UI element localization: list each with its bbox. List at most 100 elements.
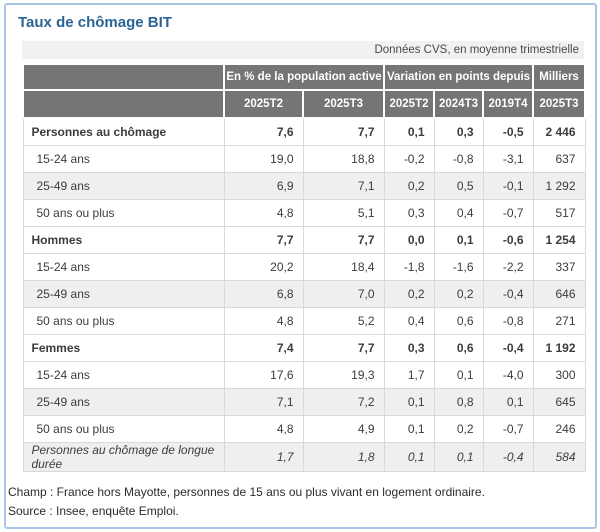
cell-pct-2025t2: 6,8 [223, 280, 304, 308]
cell-var-2024t3: 0,2 [433, 415, 484, 443]
cell-var-2024t3: 0,6 [433, 307, 484, 335]
cell-var-2024t3: 0,2 [433, 280, 484, 308]
cell-pct-2025t3: 18,4 [302, 253, 385, 281]
cell-milliers-2025t3: 300 [532, 361, 586, 389]
cell-var-2019t4: -0,4 [482, 280, 534, 308]
row-label: Personnes au chômage [22, 117, 225, 146]
cell-pct-2025t3: 4,9 [302, 415, 385, 443]
page-title: Taux de chômage BIT [18, 14, 172, 31]
cell-var-2024t3: 0,4 [433, 199, 484, 227]
cell-pct-2025t2: 1,7 [223, 442, 304, 472]
table-row: Personnes au chômage de longue durée 1,7… [22, 442, 586, 472]
cell-milliers-2025t3: 584 [532, 442, 586, 472]
cell-var-2024t3: -0,8 [433, 145, 484, 173]
cell-var-2024t3: 0,3 [433, 117, 484, 146]
cell-var-2019t4: -3,1 [482, 145, 534, 173]
row-label: 25-49 ans [22, 388, 225, 416]
cell-milliers-2025t3: 1 254 [532, 226, 586, 254]
table-row: 25-49 ans 6,8 7,0 0,2 0,2 -0,4 646 [22, 280, 586, 308]
cell-var-2025t2: 0,1 [383, 388, 435, 416]
cell-pct-2025t2: 7,4 [223, 334, 304, 362]
cell-var-2019t4: -0,6 [482, 226, 534, 254]
cell-pct-2025t2: 4,8 [223, 415, 304, 443]
table-row: Femmes 7,4 7,7 0,3 0,6 -0,4 1 192 [22, 334, 586, 362]
col-2025t2-b: 2025T2 [383, 89, 435, 119]
cell-pct-2025t2: 17,6 [223, 361, 304, 389]
row-label: Hommes [22, 226, 225, 254]
cell-pct-2025t3: 7,2 [302, 388, 385, 416]
row-label: 25-49 ans [22, 280, 225, 308]
table-header: En % de la population active Variation e… [22, 63, 587, 119]
caption-text: Données CVS, en moyenne trimestrielle [374, 44, 579, 56]
unemployment-table: En % de la population active Variation e… [22, 63, 587, 472]
cell-pct-2025t3: 5,2 [302, 307, 385, 335]
cell-pct-2025t2: 6,9 [223, 172, 304, 200]
col-2025t3-b: 2025T3 [532, 89, 587, 119]
cell-pct-2025t3: 7,1 [302, 172, 385, 200]
cell-var-2019t4: -0,1 [482, 172, 534, 200]
cell-var-2024t3: 0,1 [433, 442, 484, 472]
cell-var-2019t4: -0,7 [482, 415, 534, 443]
cell-var-2025t2: 0,2 [383, 172, 435, 200]
row-label: 15-24 ans [22, 361, 225, 389]
row-label: 15-24 ans [22, 253, 225, 281]
cell-var-2019t4: -0,4 [482, 334, 534, 362]
header-group-empty [22, 63, 225, 91]
cell-var-2025t2: 0,3 [383, 334, 435, 362]
note-champ: Champ : France hors Mayotte, personnes d… [8, 485, 485, 499]
cell-var-2025t2: 0,0 [383, 226, 435, 254]
row-label: 50 ans ou plus [22, 307, 225, 335]
cell-var-2025t2: 0,4 [383, 307, 435, 335]
cell-var-2025t2: 0,2 [383, 280, 435, 308]
table-row: 15-24 ans 17,6 19,3 1,7 0,1 -4,0 300 [22, 361, 586, 389]
table-row: 25-49 ans 6,9 7,1 0,2 0,5 -0,1 1 292 [22, 172, 586, 200]
cell-pct-2025t3: 7,0 [302, 280, 385, 308]
cell-pct-2025t3: 7,7 [302, 226, 385, 254]
cell-milliers-2025t3: 1 192 [532, 334, 586, 362]
table-row: 15-24 ans 20,2 18,4 -1,8 -1,6 -2,2 337 [22, 253, 586, 281]
cell-milliers-2025t3: 246 [532, 415, 586, 443]
header-group-milliers: Milliers [532, 63, 587, 91]
cell-var-2025t2: -0,2 [383, 145, 435, 173]
header-columns-row: 2025T2 2025T3 2025T2 2024T3 2019T4 2025T… [22, 89, 587, 119]
cell-pct-2025t2: 7,7 [223, 226, 304, 254]
cell-milliers-2025t3: 337 [532, 253, 586, 281]
cell-var-2019t4: 0,1 [482, 388, 534, 416]
cell-pct-2025t2: 7,1 [223, 388, 304, 416]
table-row: 50 ans ou plus 4,8 5,2 0,4 0,6 -0,8 271 [22, 307, 586, 335]
cell-milliers-2025t3: 637 [532, 145, 586, 173]
cell-var-2025t2: 1,7 [383, 361, 435, 389]
table-row: Personnes au chômage 7,6 7,7 0,1 0,3 -0,… [22, 117, 586, 146]
cell-var-2025t2: 0,1 [383, 117, 435, 146]
cell-var-2019t4: -2,2 [482, 253, 534, 281]
table-row: 50 ans ou plus 4,8 4,9 0,1 0,2 -0,7 246 [22, 415, 586, 443]
row-label: 50 ans ou plus [22, 199, 225, 227]
header-group-row: En % de la population active Variation e… [22, 63, 587, 91]
col-2025t2-a: 2025T2 [223, 89, 304, 119]
cell-pct-2025t3: 7,7 [302, 117, 385, 146]
cell-milliers-2025t3: 1 292 [532, 172, 586, 200]
cell-var-2024t3: 0,1 [433, 226, 484, 254]
col-2025t3-a: 2025T3 [302, 89, 385, 119]
cell-pct-2025t2: 4,8 [223, 307, 304, 335]
cell-pct-2025t2: 19,0 [223, 145, 304, 173]
cell-var-2019t4: -4,0 [482, 361, 534, 389]
cell-milliers-2025t3: 645 [532, 388, 586, 416]
unemployment-table-widget: Taux de chômage BIT Données CVS, en moye… [4, 3, 597, 529]
cell-var-2024t3: 0,6 [433, 334, 484, 362]
cell-pct-2025t2: 20,2 [223, 253, 304, 281]
table-notes: Champ : France hors Mayotte, personnes d… [8, 483, 595, 520]
header-group-percent: En % de la population active [223, 63, 385, 91]
cell-var-2024t3: 0,5 [433, 172, 484, 200]
cell-pct-2025t3: 1,8 [302, 442, 385, 472]
cell-var-2025t2: -1,8 [383, 253, 435, 281]
cell-var-2024t3: 0,8 [433, 388, 484, 416]
cell-var-2019t4: -0,7 [482, 199, 534, 227]
cell-var-2024t3: -1,6 [433, 253, 484, 281]
table-body: Personnes au chômage 7,6 7,7 0,1 0,3 -0,… [22, 117, 586, 472]
cell-pct-2025t3: 18,8 [302, 145, 385, 173]
cell-milliers-2025t3: 646 [532, 280, 586, 308]
cell-var-2024t3: 0,1 [433, 361, 484, 389]
col-empty [22, 89, 225, 119]
